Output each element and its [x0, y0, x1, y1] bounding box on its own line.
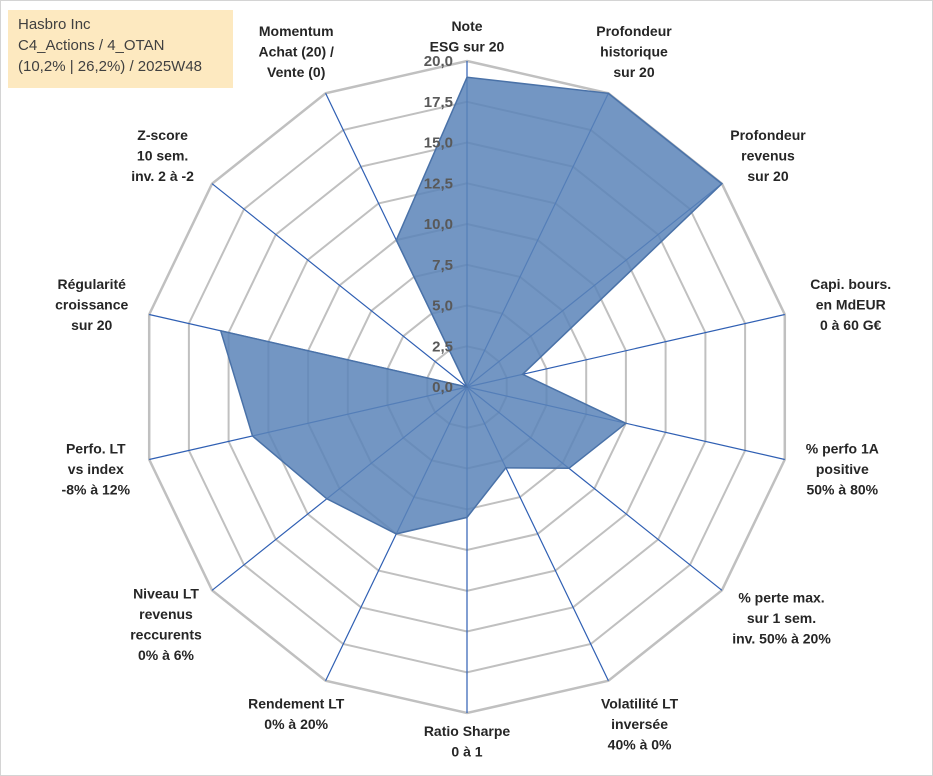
- axis-label-line: vs index: [68, 461, 124, 477]
- tick-label: 15,0: [424, 135, 453, 152]
- info-box: Hasbro Inc C4_Actions / 4_OTAN (10,2% | …: [8, 10, 233, 88]
- axis-label-line: historique: [600, 43, 668, 59]
- axis-label-line: -8% à 12%: [62, 482, 131, 498]
- axis-label-line: Niveau LT: [133, 586, 199, 602]
- period-label: (10,2% | 26,2%) / 2025W48: [18, 58, 202, 75]
- axis-label-line: 0 à 1: [451, 744, 482, 760]
- axis-label: Z-score 10 sem. inv. 2 à -2: [131, 127, 194, 184]
- axis-label: % perfo 1A positive 50% à 80%: [806, 441, 879, 498]
- series-area: [219, 76, 724, 535]
- axis-label-line: croissance: [55, 296, 128, 312]
- tick-label: 7,5: [432, 257, 453, 274]
- axis-label-line: Momentum: [259, 23, 334, 39]
- axis-label: Rendement LT 0% à 20%: [248, 696, 345, 733]
- axis-label-line: Régularité: [57, 276, 126, 292]
- tick-label: 5,0: [432, 298, 453, 315]
- axis-label-line: sur 20: [71, 317, 112, 333]
- axis-label-line: inv. 50% à 20%: [732, 630, 831, 646]
- axis-label-line: revenus: [139, 606, 193, 622]
- axis-label-line: 0% à 6%: [138, 647, 195, 663]
- axis-label-line: Vente (0): [267, 64, 325, 80]
- axis-spoke: [211, 183, 468, 388]
- axis-label-line: 40% à 0%: [608, 737, 672, 753]
- axis-label-line: sur 20: [747, 168, 788, 184]
- axis-label: Régularité croissance sur 20: [55, 276, 128, 333]
- axis-label: Profondeur historique sur 20: [596, 23, 672, 80]
- axis-label: Profondeur revenus sur 20: [730, 127, 806, 184]
- radar-axis-labels: Note ESG sur 20 Profondeur historique sur 20…: [55, 18, 891, 760]
- tick-label: 0,0: [432, 379, 453, 396]
- axis-label-line: Volatilité LT: [601, 696, 679, 712]
- axis-label-line: Rendement LT: [248, 696, 345, 712]
- axis-label-line: 10 sem.: [137, 148, 188, 164]
- radar-tick-labels: 0,0 2,5 5,0 7,5 10,0 12,5 15,0 17,5 20,0: [424, 53, 453, 396]
- axis-label-line: ESG sur 20: [430, 39, 505, 55]
- axis-label-line: Profondeur: [596, 23, 672, 39]
- axis-label: % perte max. sur 1 sem. inv. 50% à 20%: [732, 589, 831, 646]
- axis-label-line: % perte max.: [738, 589, 824, 605]
- axis-label-line: Capi. bours.: [810, 276, 891, 292]
- axis-label: Momentum Achat (20) / Vente (0): [258, 23, 334, 80]
- axis-label-line: 0% à 20%: [264, 716, 328, 732]
- radar-series: [219, 76, 724, 535]
- tick-label: 2,5: [432, 338, 453, 355]
- axis-label-line: sur 20: [613, 64, 654, 80]
- axis-label-line: Z-score: [137, 127, 188, 143]
- axis-label: Volatilité LT inversée 40% à 0%: [601, 696, 679, 753]
- tick-label: 12,5: [424, 175, 453, 192]
- axis-label-line: 0 à 60 G€: [820, 317, 882, 333]
- axis-label-line: positive: [816, 461, 869, 477]
- axis-label-line: Achat (20) /: [258, 43, 334, 59]
- axis-label-line: sur 1 sem.: [747, 610, 816, 626]
- axis-label: Perfo. LT vs index -8% à 12%: [62, 441, 131, 498]
- axis-label-line: Profondeur: [730, 127, 806, 143]
- axis-label-line: inversée: [611, 716, 668, 732]
- axis-label-line: en MdEUR: [816, 296, 886, 312]
- axis-label-line: Ratio Sharpe: [424, 723, 511, 739]
- axis-label: Note ESG sur 20: [430, 18, 505, 55]
- tick-label: 10,0: [424, 216, 453, 233]
- axis-label-line: reccurents: [130, 627, 202, 643]
- axis-label-line: Note: [451, 18, 482, 34]
- axis-label-line: % perfo 1A: [806, 441, 879, 457]
- axis-label-line: Perfo. LT: [66, 441, 126, 457]
- company-name: Hasbro Inc: [18, 16, 91, 33]
- axis-label-line: inv. 2 à -2: [131, 168, 194, 184]
- axis-label: Capi. bours. en MdEUR 0 à 60 G€: [810, 276, 891, 333]
- axis-label: Niveau LT revenus reccurents 0% à 6%: [130, 586, 202, 664]
- axis-label-line: 50% à 80%: [806, 482, 878, 498]
- axis-label-line: revenus: [741, 148, 795, 164]
- axis-label: Ratio Sharpe 0 à 1: [424, 723, 511, 760]
- tick-label: 20,0: [424, 53, 453, 70]
- tick-label: 17,5: [424, 94, 453, 111]
- portfolio-label: C4_Actions / 4_OTAN: [18, 37, 165, 54]
